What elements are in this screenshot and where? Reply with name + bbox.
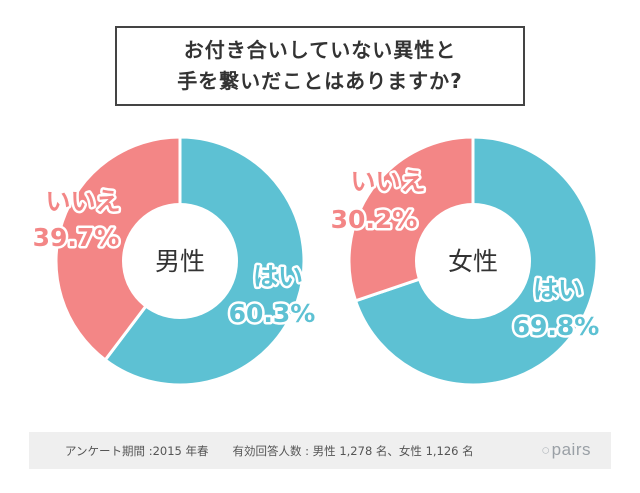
logo-text: pairs [551,440,591,459]
survey-respondents: 有効回答人数 : 男性 1,278 名、女性 1,126 名 [232,443,474,458]
title-line-1: お付き合いしていない異性と [183,38,457,62]
chart2-label-yes: はい [533,275,583,304]
chart2-center-label: 女性 [448,247,498,276]
chart1-slice-no [54,135,182,362]
chart1-label-no: いいえ [45,187,120,216]
title-line-2: 手を繋いだことはありますか? [177,69,463,93]
chart1-value-no: 39.7% [33,223,120,252]
logo-drop-icon: ○ [541,442,551,459]
chart2-label-no: いいえ [350,167,425,196]
chart-title-box: お付き合いしていない異性と 手を繋いだことはありますか? [115,26,525,106]
pairs-logo: ○pairs [541,440,591,460]
chart1-label-yes: はい [253,262,303,291]
chart2-value-no: 30.2% [331,205,418,234]
chart2-value-yes: 69.8% [513,312,600,341]
chart1-center-label: 男性 [155,247,205,276]
chart1-value-yes: 60.3% [229,299,316,328]
survey-footer: アンケート期間 :2015 年春 有効回答人数 : 男性 1,278 名、女性 … [29,432,611,469]
chart1-center-hole [122,203,238,319]
survey-period: アンケート期間 :2015 年春 [65,443,209,458]
chart2-center-hole [415,203,531,319]
